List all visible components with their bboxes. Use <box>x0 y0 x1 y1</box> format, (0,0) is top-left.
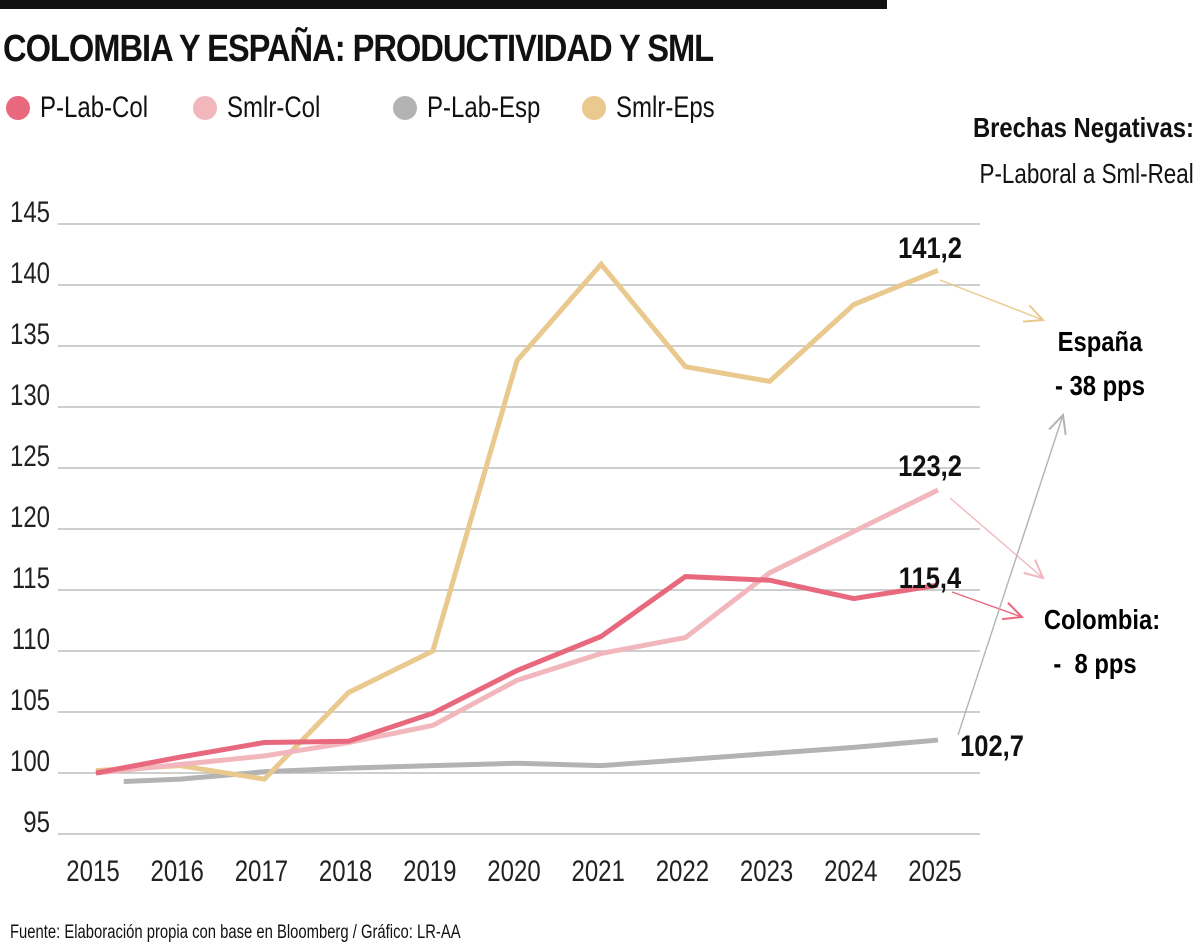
x-tick-label: 2019 <box>403 853 456 887</box>
y-tick-label: 120 <box>10 499 50 533</box>
chart-title: COLOMBIA Y ESPAÑA: PRODUCTIVIDAD Y SML <box>3 28 714 70</box>
legend-item-smlr-col: Smlr-Col <box>193 91 344 125</box>
series-line-smlr-col <box>95 487 940 776</box>
source-note: Fuente: Elaboración propia con base en B… <box>10 922 461 943</box>
legend-item-p-lab-col: P-Lab-Col <box>6 91 175 125</box>
y-tick-label: 145 <box>10 194 50 228</box>
series-lines <box>95 260 940 785</box>
y-tick-label: 125 <box>10 438 50 472</box>
series-line-p-lab-col <box>95 574 939 776</box>
y-tick-label: 115 <box>12 560 50 594</box>
x-tick-label: 2025 <box>908 853 961 887</box>
spain-annotation-line2: - 38 pps <box>1055 369 1145 401</box>
y-tick-label: 105 <box>10 682 50 716</box>
x-tick-label: 2015 <box>66 853 119 887</box>
end-labels: 115,4 123,2 102,7 141,2 <box>898 231 1024 762</box>
x-tick-label: 2022 <box>656 853 709 887</box>
arrowhead-icon <box>1023 559 1045 580</box>
legend-item-p-lab-esp: P-Lab-Esp <box>393 91 569 125</box>
y-axis-ticks: 95 100 105 110 115 120 125 130 135 140 145 <box>10 194 50 838</box>
colombia-plab-arrow <box>951 591 1025 621</box>
legend-label: Smlr-Eps <box>616 91 715 124</box>
legend-label: P-Lab-Col <box>40 91 149 124</box>
end-label-p-lab-esp: 102,7 <box>960 729 1024 762</box>
y-tick-label: 130 <box>10 377 50 411</box>
colombia-annotation-line2: - 8 pps <box>1053 647 1136 679</box>
legend-swatch-icon <box>193 96 217 120</box>
arrowhead-icon <box>1022 304 1046 323</box>
colombia-smlr-arrow <box>949 497 1045 580</box>
legend-swatch-icon <box>6 96 30 120</box>
spain-annotation-line1: España <box>1058 325 1143 357</box>
y-tick-label: 95 <box>23 804 50 838</box>
annotation-arrows <box>939 279 1067 736</box>
gridlines <box>58 223 980 835</box>
x-tick-label: 2024 <box>824 853 877 887</box>
arrowhead-icon <box>1002 602 1025 621</box>
y-tick-label: 100 <box>10 743 50 777</box>
x-tick-label: 2016 <box>151 853 204 887</box>
arrowhead-icon <box>1048 412 1067 435</box>
y-tick-label: 135 <box>10 316 50 350</box>
legend-item-smlr-eps: Smlr-Eps <box>582 91 739 125</box>
gap-header-title: Brechas Negativas: <box>973 112 1194 143</box>
x-tick-label: 2017 <box>235 853 288 887</box>
end-label-smlr-col: 123,2 <box>898 449 962 482</box>
legend: P-Lab-Col Smlr-Col P-Lab-Esp Smlr-Eps <box>0 91 900 131</box>
x-axis-ticks: 2015 2016 2017 2018 2019 2020 2021 2022 2023 2024… <box>66 853 961 887</box>
x-tick-label: 2023 <box>740 853 793 887</box>
gap-annotations: España - 38 pps Colombia: - 8 pps <box>1044 325 1160 679</box>
x-tick-label: 2021 <box>572 853 625 887</box>
spain-plab-arrow <box>957 412 1067 736</box>
top-rule <box>0 0 887 9</box>
end-label-smlr-eps: 141,2 <box>898 231 962 264</box>
x-tick-label: 2018 <box>319 853 372 887</box>
y-tick-label: 110 <box>12 621 50 655</box>
series-line-smlr-eps <box>95 260 939 782</box>
legend-swatch-icon <box>582 96 606 120</box>
spain-arrow <box>939 279 1046 323</box>
legend-label: P-Lab-Esp <box>427 91 541 124</box>
gap-header-subtitle: P-Laboral a Sml-Real <box>979 158 1194 189</box>
end-label-p-lab-col: 115,4 <box>899 561 962 594</box>
legend-label: Smlr-Col <box>227 91 321 124</box>
y-tick-label: 140 <box>10 255 50 289</box>
legend-swatch-icon <box>393 96 417 120</box>
colombia-annotation-line1: Colombia: <box>1044 603 1160 635</box>
x-tick-label: 2020 <box>487 853 540 887</box>
